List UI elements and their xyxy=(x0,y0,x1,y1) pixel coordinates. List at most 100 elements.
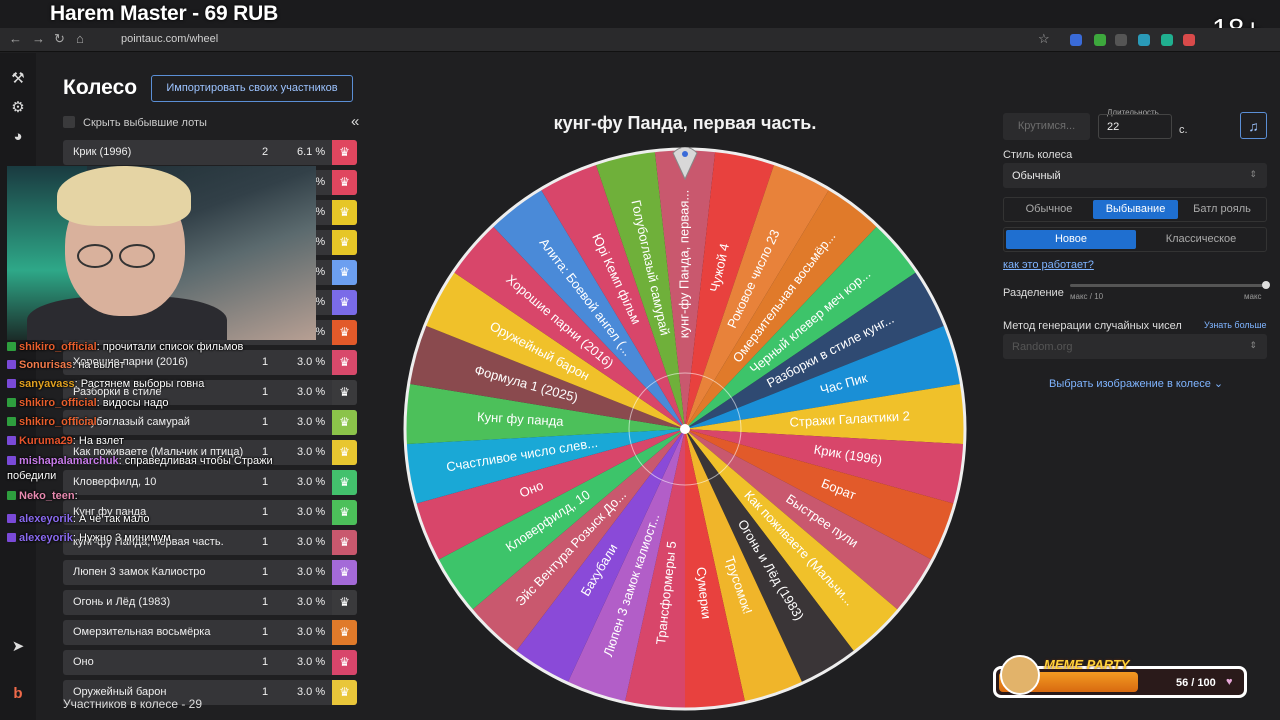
crown-icon[interactable]: ♛ xyxy=(332,200,357,225)
chat-message: shikiro_official: э xyxy=(7,416,108,428)
lot-row[interactable]: кунг-фу Панда, первая часть. 1 3.0 % ♛ xyxy=(63,530,357,555)
crown-icon[interactable]: ♛ xyxy=(332,440,357,465)
extension-icon[interactable] xyxy=(1183,34,1195,46)
lot-name: Оно xyxy=(73,656,94,668)
wheel-segment xyxy=(685,429,746,709)
chat-text: прочитали список фильмов xyxy=(102,341,244,353)
wheel-segment xyxy=(437,429,685,611)
crown-icon[interactable]: ♛ xyxy=(332,170,357,195)
back-icon[interactable]: ← xyxy=(9,31,22,46)
platform-badge-icon xyxy=(7,456,16,465)
split-max-label: макс xyxy=(1244,292,1262,301)
home-icon[interactable]: ⌂ xyxy=(76,31,84,46)
telegram-icon[interactable]: ➤ xyxy=(11,638,25,655)
crown-icon[interactable]: ♛ xyxy=(332,320,357,345)
bookmark-icon[interactable]: ☆ xyxy=(1038,31,1050,46)
lot-row[interactable]: Оружейный барон 1 3.0 % ♛ xyxy=(63,680,357,705)
collapse-panel-icon[interactable]: « xyxy=(351,113,360,130)
crown-icon[interactable]: ♛ xyxy=(332,680,357,705)
rng-learn-more-link[interactable]: Узнать больше xyxy=(1204,320,1267,330)
participants-count: Участников в колесе - 29 xyxy=(63,697,203,711)
boosty-icon[interactable]: b xyxy=(13,685,23,702)
forward-icon[interactable]: → xyxy=(32,31,45,46)
choose-image-link[interactable]: Выбрать изображение в колесе ⌄ xyxy=(1049,377,1223,390)
chevron-updown-icon: ⇕ xyxy=(1249,169,1257,179)
crown-icon[interactable]: ♛ xyxy=(332,650,357,675)
checkbox[interactable] xyxy=(63,116,75,128)
lot-row[interactable]: Крик (1996) 2 6.1 % ♛ xyxy=(63,140,357,165)
lot-row[interactable]: Разборки в стиле 1 3.0 % ♛ xyxy=(63,380,357,405)
wheel-segment xyxy=(405,383,685,445)
lot-row[interactable]: Голубоглазый самурай 1 3.0 % ♛ xyxy=(63,410,357,435)
lot-name: Как поживаете (Мальчик и птица) xyxy=(73,446,244,458)
lot-name: Оружейный барон xyxy=(73,686,167,698)
crown-icon[interactable]: ♛ xyxy=(332,230,357,255)
wheel-segment xyxy=(515,429,685,684)
crown-icon[interactable]: ♛ xyxy=(332,590,357,615)
crown-icon[interactable]: ♛ xyxy=(332,470,357,495)
crown-icon[interactable]: ♛ xyxy=(332,500,357,525)
gear-icon[interactable]: ⚙ xyxy=(11,99,25,116)
rng-select[interactable]: Random.org ⇕ xyxy=(1003,334,1267,359)
lot-row[interactable]: Кунг фу панда 1 3.0 % ♛ xyxy=(63,500,357,525)
crown-icon[interactable]: ♛ xyxy=(332,350,357,375)
crown-icon[interactable]: ♛ xyxy=(332,380,357,405)
extension-icon[interactable] xyxy=(1138,34,1150,46)
pie-icon[interactable]: ◕ xyxy=(13,128,23,145)
lot-percent: 3.0 % xyxy=(297,686,326,698)
gavel-icon[interactable]: ⚒ xyxy=(11,70,25,87)
chat-text: видосы надо xyxy=(102,397,169,409)
platform-badge-icon xyxy=(7,533,16,542)
wheel-style-select[interactable]: Обычный ⇕ xyxy=(1003,163,1267,188)
spin-button[interactable]: Крутимся... xyxy=(1003,113,1090,140)
hide-eliminated-toggle[interactable]: Скрыть выбывшие лоты xyxy=(63,116,207,129)
lot-row[interactable]: Как поживаете (Мальчик и птица) 1 3.0 % ♛ xyxy=(63,440,357,465)
split-label: Разделение xyxy=(1003,287,1064,299)
lot-row[interactable]: Омерзительная восьмёрка 1 3.0 % ♛ xyxy=(63,620,357,645)
tab-battle-royale[interactable]: Батл рояль xyxy=(1193,203,1251,215)
crown-icon[interactable]: ♛ xyxy=(332,410,357,435)
music-icon[interactable]: ♫ xyxy=(1240,112,1267,139)
lot-row[interactable]: Оно 1 3.0 % ♛ xyxy=(63,650,357,675)
crown-icon[interactable]: ♛ xyxy=(332,140,357,165)
extension-icon[interactable] xyxy=(1094,34,1106,46)
crown-icon[interactable]: ♛ xyxy=(332,620,357,645)
lot-row[interactable]: Хорошие парни (2016) 1 3.0 % ♛ xyxy=(63,350,357,375)
wheel-segment xyxy=(685,271,946,429)
lot-row[interactable]: Огонь и Лёд (1983) 1 3.0 % ♛ xyxy=(63,590,357,615)
lot-row[interactable]: Люпен 3 замок Калиостро 1 3.0 % ♛ xyxy=(63,560,357,585)
crown-icon[interactable]: ♛ xyxy=(332,560,357,585)
reload-icon[interactable]: ↻ xyxy=(54,31,65,46)
lot-count: 1 xyxy=(262,416,269,428)
platform-badge-icon xyxy=(7,342,16,351)
tab-new[interactable]: Новое xyxy=(1006,230,1136,249)
lot-count: 1 xyxy=(262,506,269,518)
extension-icon[interactable] xyxy=(1115,34,1127,46)
lot-percent: 3.0 % xyxy=(297,356,326,368)
crown-icon[interactable]: ♛ xyxy=(332,290,357,315)
lot-name: Кунг фу панда xyxy=(73,506,147,518)
split-slider-handle[interactable] xyxy=(1262,281,1270,289)
import-participants-button[interactable]: Импортировать своих участников xyxy=(151,75,353,102)
url-field[interactable]: pointauc.com/wheel xyxy=(121,33,219,45)
lot-name: Омерзительная восьмёрка xyxy=(73,626,211,638)
chat-username: shikiro_official xyxy=(19,341,97,353)
wheel-segment xyxy=(492,189,685,429)
lot-percent: 3.0 % xyxy=(297,476,326,488)
split-slider[interactable] xyxy=(1070,284,1266,287)
lot-name: Кловерфилд, 10 xyxy=(73,476,157,488)
chat-username: alexeyorik xyxy=(19,513,73,525)
tab-elimination[interactable]: Выбывание xyxy=(1093,200,1178,219)
how-it-works-link[interactable]: как это работает? xyxy=(1003,259,1094,271)
tab-classic[interactable]: Классическое xyxy=(1165,233,1237,245)
tab-normal[interactable]: Обычное xyxy=(1025,203,1073,215)
wheel-inner-ring xyxy=(628,372,742,486)
chat-username: shikiro_official xyxy=(19,416,97,428)
crown-icon[interactable]: ♛ xyxy=(332,260,357,285)
lot-row[interactable]: Кловерфилд, 10 1 3.0 % ♛ xyxy=(63,470,357,495)
duration-input[interactable]: 22 xyxy=(1098,114,1172,139)
crown-icon[interactable]: ♛ xyxy=(332,530,357,555)
extension-icon[interactable] xyxy=(1161,34,1173,46)
extension-icon[interactable] xyxy=(1070,34,1082,46)
